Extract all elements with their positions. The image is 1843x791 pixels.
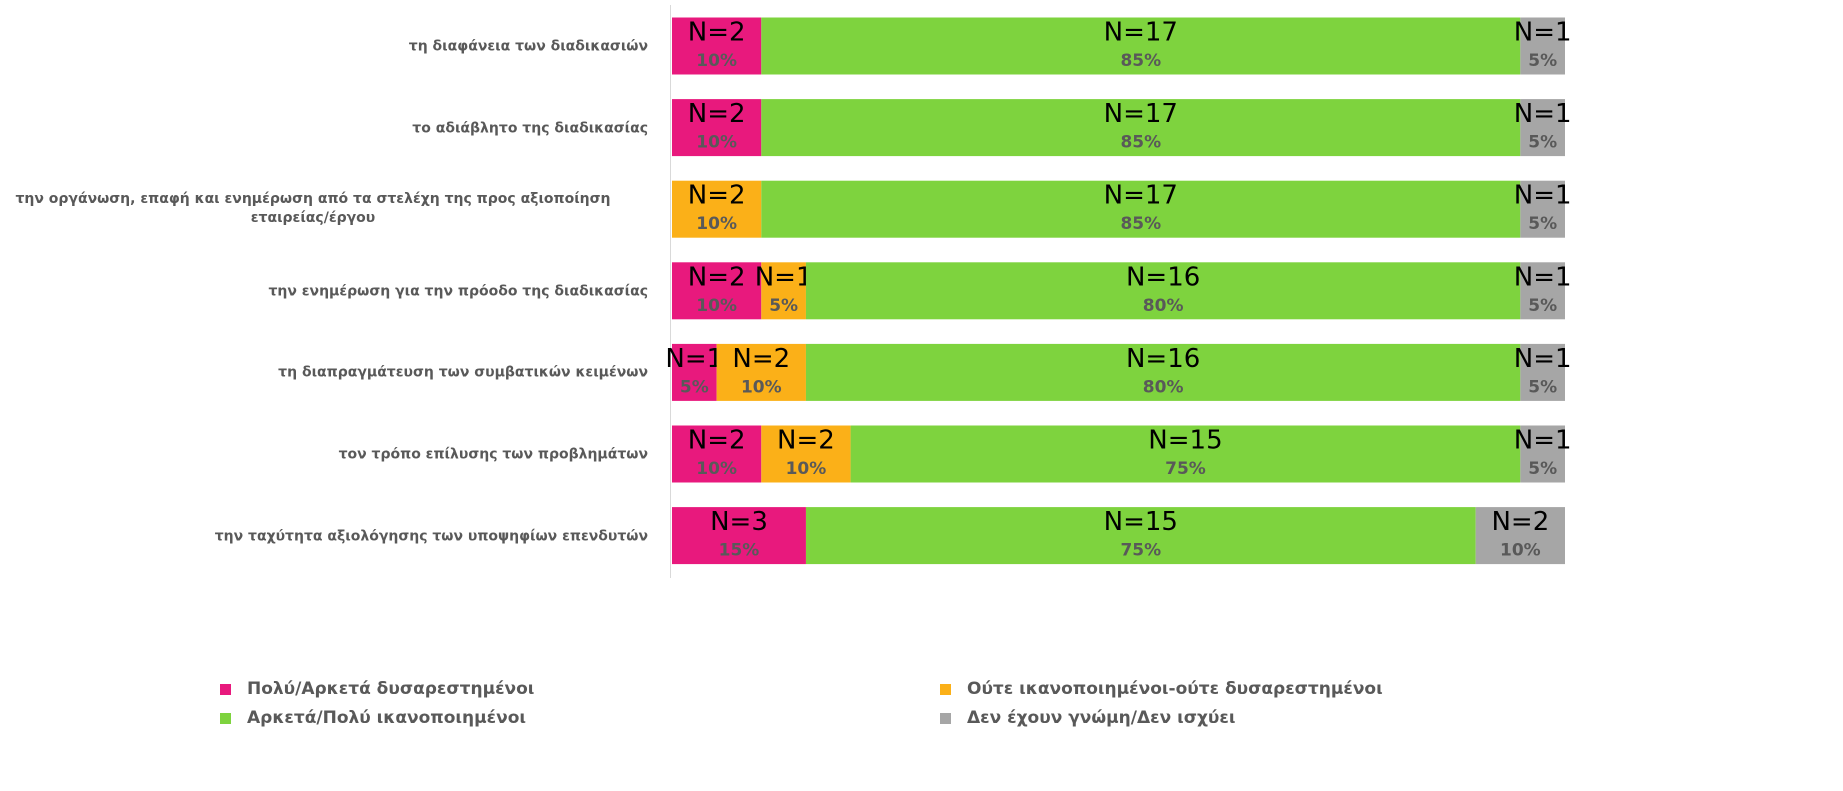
value-label: 5% bbox=[1528, 459, 1557, 479]
category-label: τον τρόπο επίλυσης των προβλημάτων bbox=[338, 446, 648, 463]
value-label: 5% bbox=[680, 377, 709, 397]
value-label: 10% bbox=[696, 459, 737, 479]
value-label: 80% bbox=[1143, 296, 1184, 316]
legend-swatch bbox=[940, 713, 951, 724]
count-label: N=1 bbox=[1514, 426, 1572, 456]
count-label: N=1 bbox=[1514, 344, 1572, 374]
bar-segment bbox=[672, 17, 762, 75]
value-label: 10% bbox=[1500, 541, 1541, 561]
bar-segment bbox=[672, 425, 762, 483]
value-label: 10% bbox=[741, 377, 782, 397]
value-label: 10% bbox=[696, 133, 737, 153]
count-label: N=1 bbox=[665, 344, 723, 374]
category-label: την οργάνωση, επαφή και ενημέρωση από τα… bbox=[15, 191, 611, 227]
bar-segment bbox=[1475, 507, 1565, 565]
bar-segment bbox=[805, 343, 1521, 401]
value-label: 10% bbox=[696, 214, 737, 234]
count-label: N=1 bbox=[1514, 18, 1572, 48]
legend-label: Δεν έχουν γνώμη/Δεν ισχύει bbox=[967, 708, 1235, 728]
count-label: N=3 bbox=[710, 507, 768, 537]
legend-swatch bbox=[940, 684, 951, 695]
count-label: N=15 bbox=[1104, 507, 1178, 537]
count-label: N=2 bbox=[688, 18, 746, 48]
legend-swatch bbox=[220, 684, 231, 695]
bar-segment bbox=[761, 262, 806, 320]
value-label: 15% bbox=[719, 541, 760, 561]
count-label: N=17 bbox=[1104, 99, 1178, 129]
category-label-row: τον τρόπο επίλυσης των προβλημάτων bbox=[0, 444, 648, 465]
legend-label: Αρκετά/Πολύ ικανοποιημένοι bbox=[247, 708, 526, 728]
count-label: N=2 bbox=[688, 426, 746, 456]
legend-label: Ούτε ικανοποιημένοι-ούτε δυσαρεστημένοι bbox=[967, 679, 1383, 699]
category-label-row: την ενημέρωση για την πρόοδο της διαδικα… bbox=[0, 280, 648, 301]
count-label: N=16 bbox=[1126, 344, 1200, 374]
count-label: N=2 bbox=[732, 344, 790, 374]
category-label: τη διαφάνεια των διαδικασιών bbox=[408, 38, 648, 55]
value-label: 85% bbox=[1120, 214, 1161, 234]
category-label: τη διαπραγμάτευση των συμβατικών κειμένω… bbox=[278, 364, 648, 381]
count-label: N=2 bbox=[1491, 507, 1549, 537]
bar-segment bbox=[805, 262, 1521, 320]
value-label: 10% bbox=[696, 51, 737, 71]
bar-segment bbox=[761, 180, 1521, 238]
count-label: N=17 bbox=[1104, 181, 1178, 211]
category-label-row: την οργάνωση, επαφή και ενημέρωση από τα… bbox=[0, 190, 648, 228]
bar-segment bbox=[1520, 262, 1565, 320]
count-label: N=2 bbox=[777, 426, 835, 456]
category-label: το αδιάβλητο της διαδικασίας bbox=[412, 120, 648, 137]
category-label-row: το αδιάβλητο της διαδικασίας bbox=[0, 117, 648, 138]
category-label-row: τη διαπραγμάτευση των συμβατικών κειμένω… bbox=[0, 362, 648, 383]
value-label: 10% bbox=[696, 296, 737, 316]
bar-segment bbox=[672, 343, 717, 401]
bar-segment bbox=[672, 99, 762, 157]
category-label-row: την ταχύτητα αξιολόγησης των υποψηφίων ε… bbox=[0, 525, 648, 546]
count-label: N=1 bbox=[1514, 262, 1572, 292]
bar-segment bbox=[761, 425, 851, 483]
value-label: 5% bbox=[1528, 133, 1557, 153]
bar-segment bbox=[1520, 425, 1565, 483]
value-label: 5% bbox=[769, 296, 798, 316]
bar-segment bbox=[1520, 180, 1565, 238]
value-label: 5% bbox=[1528, 296, 1557, 316]
category-label: την ταχύτητα αξιολόγησης των υποψηφίων ε… bbox=[214, 528, 648, 545]
count-label: N=2 bbox=[688, 262, 746, 292]
bar-segment bbox=[805, 507, 1476, 565]
count-label: N=17 bbox=[1104, 18, 1178, 48]
bar-segment bbox=[761, 17, 1521, 75]
value-label: 75% bbox=[1120, 541, 1161, 561]
bar-segment bbox=[1520, 343, 1565, 401]
value-label: 75% bbox=[1165, 459, 1206, 479]
count-label: N=2 bbox=[688, 99, 746, 129]
bar-segment bbox=[716, 343, 806, 401]
count-label: N=1 bbox=[1514, 181, 1572, 211]
category-label: την ενημέρωση για την πρόοδο της διαδικα… bbox=[268, 283, 648, 300]
bar-segment bbox=[672, 507, 806, 565]
value-label: 5% bbox=[1528, 51, 1557, 71]
bar-segment bbox=[850, 425, 1521, 483]
value-label: 80% bbox=[1143, 377, 1184, 397]
value-label: 5% bbox=[1528, 377, 1557, 397]
value-label: 5% bbox=[1528, 214, 1557, 234]
bar-segment bbox=[761, 99, 1521, 157]
value-label: 85% bbox=[1120, 51, 1161, 71]
count-label: N=16 bbox=[1126, 262, 1200, 292]
count-label: N=1 bbox=[755, 262, 813, 292]
count-label: N=2 bbox=[688, 181, 746, 211]
bar-segment bbox=[1520, 99, 1565, 157]
legend-label: Πολύ/Αρκετά δυσαρεστημένοι bbox=[247, 679, 534, 699]
bar-segment bbox=[672, 262, 762, 320]
legend-swatch bbox=[220, 713, 231, 724]
count-label: N=15 bbox=[1148, 426, 1222, 456]
bar-segment bbox=[672, 180, 762, 238]
value-label: 10% bbox=[786, 459, 827, 479]
bar-segment bbox=[1520, 17, 1565, 75]
count-label: N=1 bbox=[1514, 99, 1572, 129]
value-label: 85% bbox=[1120, 133, 1161, 153]
category-label-row: τη διαφάνεια των διαδικασιών bbox=[0, 36, 648, 57]
